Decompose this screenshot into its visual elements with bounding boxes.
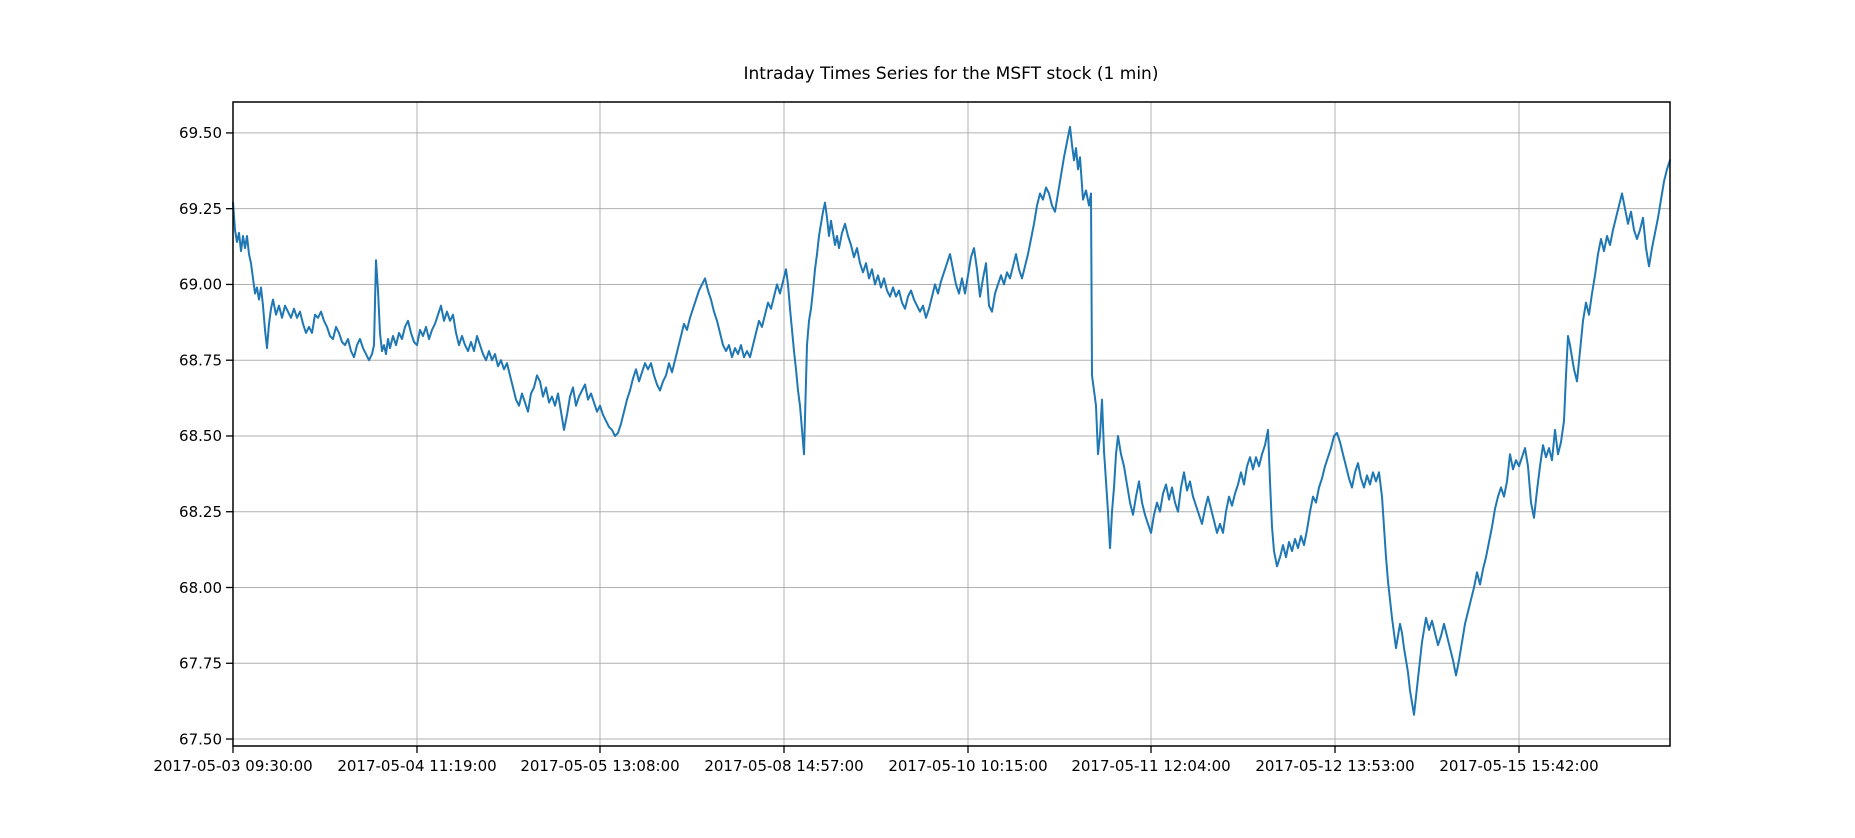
y-tick-label: 69.00 <box>179 276 222 294</box>
x-tick-label: 2017-05-03 09:30:00 <box>153 757 312 775</box>
price-line-series <box>232 125 1671 716</box>
x-tick-label: 2017-05-05 13:08:00 <box>520 757 679 775</box>
y-tick-label: 67.75 <box>179 655 222 673</box>
x-tick-label: 2017-05-12 13:53:00 <box>1255 757 1414 775</box>
y-tick-label: 68.00 <box>179 579 222 597</box>
x-tick-label: 2017-05-11 12:04:00 <box>1071 757 1230 775</box>
price-line <box>232 125 1671 716</box>
x-tick-label: 2017-05-04 11:19:00 <box>337 757 496 775</box>
x-tick-labels: 2017-05-03 09:30:00 2017-05-04 11:19:00 20… <box>153 757 1598 775</box>
y-tick-label: 69.50 <box>179 124 222 142</box>
tick-marks <box>226 132 1520 753</box>
y-tick-labels: 67.50 67.75 68.00 68.25 68.50 68.75 69.00 69.25… <box>179 124 222 748</box>
axes-frame <box>232 101 1671 747</box>
y-tick-label: 68.25 <box>179 503 222 521</box>
plot-border <box>232 101 1671 747</box>
y-tick-label: 68.50 <box>179 427 222 445</box>
x-tick-label: 2017-05-10 10:15:00 <box>888 757 1047 775</box>
y-tick-label: 67.50 <box>179 730 222 748</box>
y-tick-label: 68.75 <box>179 351 222 369</box>
grid-lines <box>232 102 1670 746</box>
x-tick-label: 2017-05-15 15:42:00 <box>1439 757 1598 775</box>
y-tick-label: 69.25 <box>179 200 222 218</box>
x-tick-label: 2017-05-08 14:57:00 <box>704 757 863 775</box>
chart-title: Intraday Times Series for the MSFT stock… <box>744 64 1159 84</box>
